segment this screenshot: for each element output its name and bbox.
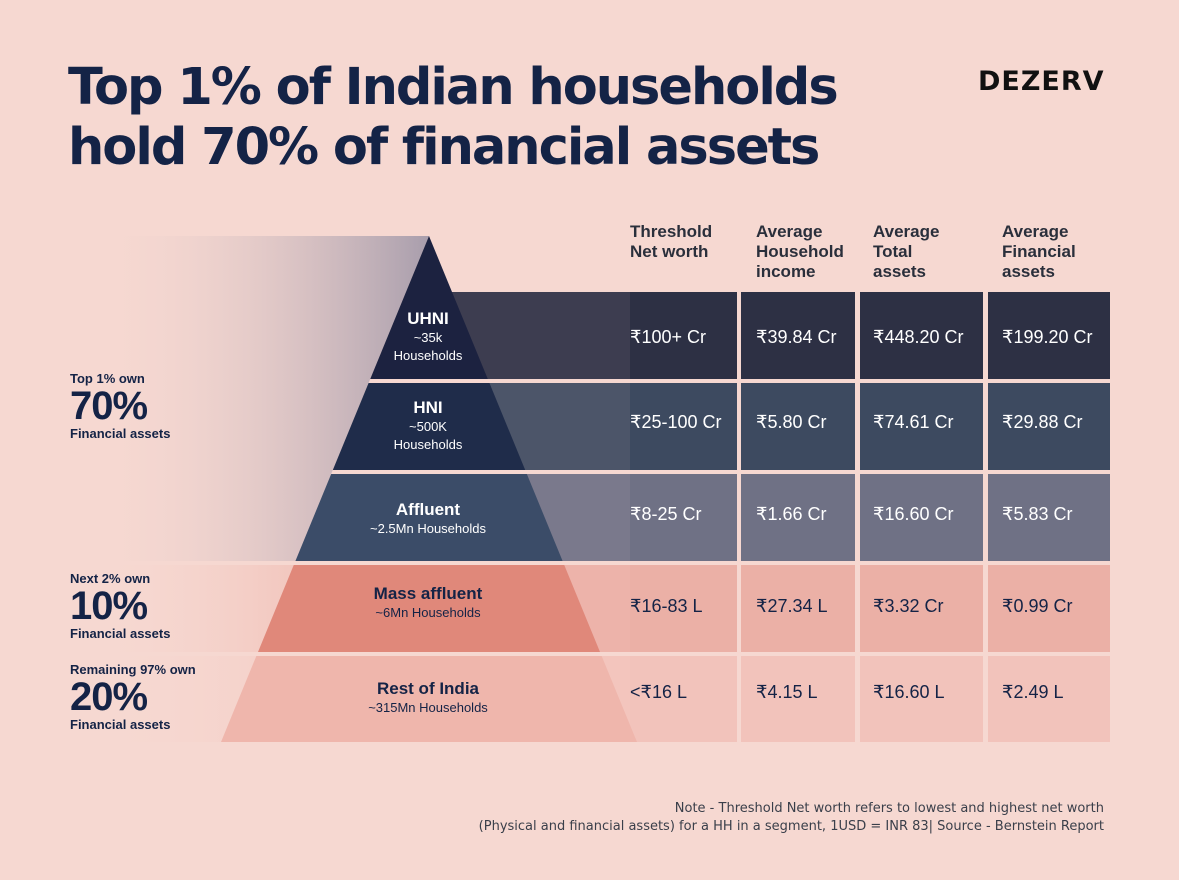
share-percent: 70% xyxy=(70,384,148,428)
table-cell-bg xyxy=(988,474,1110,561)
table-cell: ₹448.20 Cr xyxy=(873,327,964,347)
pyramid-tier xyxy=(257,565,601,652)
column-header-line: Average xyxy=(1002,222,1069,241)
segment-name: Affluent xyxy=(395,500,461,519)
pyramid-tier xyxy=(370,236,488,379)
table-cell-bg xyxy=(630,474,737,561)
segment-name: Rest of India xyxy=(376,679,479,698)
segment-households: Households xyxy=(393,348,463,363)
column-header-line: Threshold xyxy=(630,222,713,241)
column-header-line: assets xyxy=(1002,262,1055,281)
table-cell: ₹0.99 Cr xyxy=(1002,596,1073,616)
table-cell-bg xyxy=(860,565,983,652)
table-cell: ₹100+ Cr xyxy=(630,327,706,347)
share-lead: Top 1% own xyxy=(70,371,145,386)
share-tail: Financial assets xyxy=(70,717,171,732)
segment-label-hni: HNI ~500K Households xyxy=(368,398,488,454)
column-header-financial-assets: Average Financial assets xyxy=(1002,222,1076,282)
column-header-total-assets: Average Total assets xyxy=(873,222,939,282)
table-cell-bg xyxy=(741,292,855,379)
share-tail: Financial assets xyxy=(70,426,171,441)
table-cell: ₹1.66 Cr xyxy=(756,504,827,524)
table-cell: ₹4.15 L xyxy=(756,682,818,702)
footnote: Note - Threshold Net worth refers to low… xyxy=(479,800,1104,836)
share-percent: 10% xyxy=(70,584,148,628)
page-title: Top 1% of Indian households hold 70% of … xyxy=(68,58,928,178)
segment-label-uhni: UHNI ~35k Households xyxy=(368,309,488,365)
footnote-line: (Physical and financial assets) for a HH… xyxy=(478,819,1104,834)
column-header-line: assets xyxy=(873,262,926,281)
brand-logo: DEZERV xyxy=(978,66,1105,97)
table-cell: ₹16-83 L xyxy=(630,596,703,616)
table-cell-bg xyxy=(630,292,737,379)
column-header-line: Average xyxy=(873,222,940,241)
segment-households: Households xyxy=(393,437,463,452)
share-callout-next-2: Next 2% own 10% Financial assets xyxy=(70,571,170,641)
column-header-line: Net worth xyxy=(630,242,709,261)
table-cell: ₹25-100 Cr xyxy=(630,412,722,432)
footnote-line: Note - Threshold Net worth refers to low… xyxy=(674,801,1104,816)
table-cell-bg xyxy=(988,565,1110,652)
segment-households: ~35k xyxy=(413,330,443,345)
column-header-threshold: Threshold Net worth xyxy=(630,222,712,262)
table-cell: <₹16 L xyxy=(630,682,687,702)
shading-top-1 xyxy=(95,236,429,561)
segment-households: ~2.5Mn Households xyxy=(370,521,486,536)
segment-households: ~500K xyxy=(409,419,447,434)
table-cell-bg xyxy=(741,656,855,742)
segment-label-mass-affluent: Mass affluent ~6Mn Households xyxy=(318,584,538,622)
share-callout-top-1: Top 1% own 70% Financial assets xyxy=(70,371,170,441)
table-cell-bg xyxy=(630,565,737,652)
segment-households: ~315Mn Households xyxy=(368,700,488,715)
segment-households: ~6Mn Households xyxy=(375,605,481,620)
table-cell-bg xyxy=(860,292,983,379)
segment-name: Mass affluent xyxy=(373,584,483,603)
segment-label-affluent: Affluent ~2.5Mn Households xyxy=(328,500,528,538)
column-header-line: income xyxy=(756,262,816,281)
table-cell: ₹27.34 L xyxy=(756,596,828,616)
table-cell-bg xyxy=(741,383,855,470)
table-cell-bg xyxy=(988,383,1110,470)
table-cell: ₹8-25 Cr xyxy=(630,504,702,524)
table-cell-bg xyxy=(630,383,737,470)
share-callout-remaining-97: Remaining 97% own 20% Financial assets xyxy=(70,662,196,732)
column-header-line: Household xyxy=(756,242,844,261)
pyramid-tier xyxy=(295,474,563,561)
table-cell-bg xyxy=(741,565,855,652)
table-cell: ₹5.83 Cr xyxy=(1002,504,1073,524)
table-cell: ₹16.60 Cr xyxy=(873,504,954,524)
table-cell: ₹39.84 Cr xyxy=(756,327,837,347)
table-cell-bg xyxy=(741,474,855,561)
segment-label-rest-of-india: Rest of India ~315Mn Households xyxy=(318,679,538,717)
column-header-income: Average Household income xyxy=(756,222,844,282)
segment-name: UHNI xyxy=(407,309,449,328)
table-cell: ₹199.20 Cr xyxy=(1002,327,1093,347)
share-percent: 20% xyxy=(70,675,148,719)
column-header-line: Total xyxy=(873,242,913,261)
pyramid-tier xyxy=(221,656,637,742)
column-header-line: Financial xyxy=(1002,242,1076,261)
table-cell: ₹3.32 Cr xyxy=(873,596,944,616)
title-line-1: Top 1% of Indian households xyxy=(68,58,839,117)
column-header-line: Average xyxy=(756,222,823,241)
table-cell-bg xyxy=(860,656,983,742)
table-cell-bg xyxy=(988,656,1110,742)
table-cell-bg xyxy=(860,474,983,561)
title-line-2: hold 70% of financial assets xyxy=(68,118,820,177)
share-tail: Financial assets xyxy=(70,626,171,641)
pyramid-tier xyxy=(332,383,526,470)
table-cell-bg xyxy=(860,383,983,470)
segment-name: HNI xyxy=(413,398,443,417)
table-cell: ₹16.60 L xyxy=(873,682,945,702)
table-cell: ₹2.49 L xyxy=(1002,682,1064,702)
table-cell-bg xyxy=(988,292,1110,379)
table-cell-bg xyxy=(630,656,737,742)
table-cell: ₹74.61 Cr xyxy=(873,412,954,432)
share-lead: Remaining 97% own xyxy=(70,662,196,677)
share-lead: Next 2% own xyxy=(70,571,151,586)
table-cell: ₹29.88 Cr xyxy=(1002,412,1083,432)
table-cell: ₹5.80 Cr xyxy=(756,412,827,432)
